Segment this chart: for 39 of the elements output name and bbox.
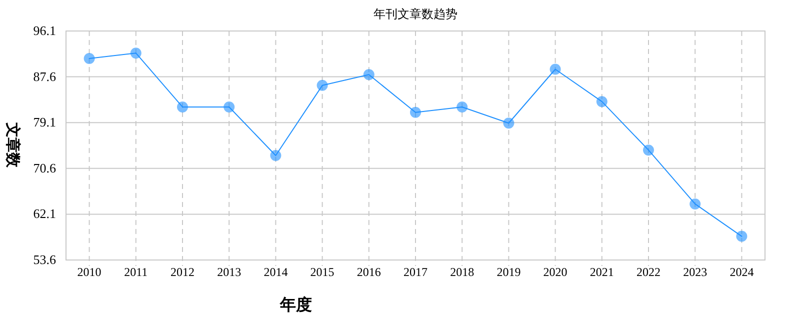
point [503,118,514,129]
point [84,52,95,64]
point [316,80,328,91]
x-tick-label: 2015 [310,265,334,279]
point [270,150,282,161]
point [690,198,701,210]
y-tick-label: 96.1 [33,23,56,38]
point [550,64,561,75]
point [643,144,654,156]
point [736,230,748,242]
y-tick-label: 53.6 [33,252,56,267]
y-tick-label: 62.1 [33,206,56,222]
point [224,101,235,112]
x-axis-title: 年度 [279,295,312,314]
x-tick-label: 2024 [730,265,754,279]
chart-title: 年刊文章数趋势 [374,7,458,21]
x-tick-label: 2012 [170,265,194,279]
y-axis-title: 文章数 [4,122,22,168]
x-tick-label: 2022 [636,265,660,279]
y-tick-label: 87.6 [33,68,56,84]
x-tick-label: 2018 [450,265,474,279]
x-tick-label: 2021 [590,265,614,279]
x-tick-label: 2019 [496,265,521,279]
x-tick-label: 2014 [264,265,288,279]
x-tick-label: 2020 [543,265,568,279]
x-tick-label: 2010 [77,265,102,279]
point [177,101,188,112]
x-tick-label: 2016 [356,265,381,279]
x-tick-label: 2023 [683,265,708,279]
x-tick-label: 2017 [404,265,428,279]
point [410,106,421,118]
x-tick-label: 2011 [124,265,148,279]
y-tick-label: 70.6 [33,160,56,176]
point [130,48,142,59]
point [363,69,374,80]
x-tick-label: 2013 [217,265,242,279]
y-tick-label: 79.1 [33,114,56,130]
point [456,101,468,112]
point [596,96,608,108]
